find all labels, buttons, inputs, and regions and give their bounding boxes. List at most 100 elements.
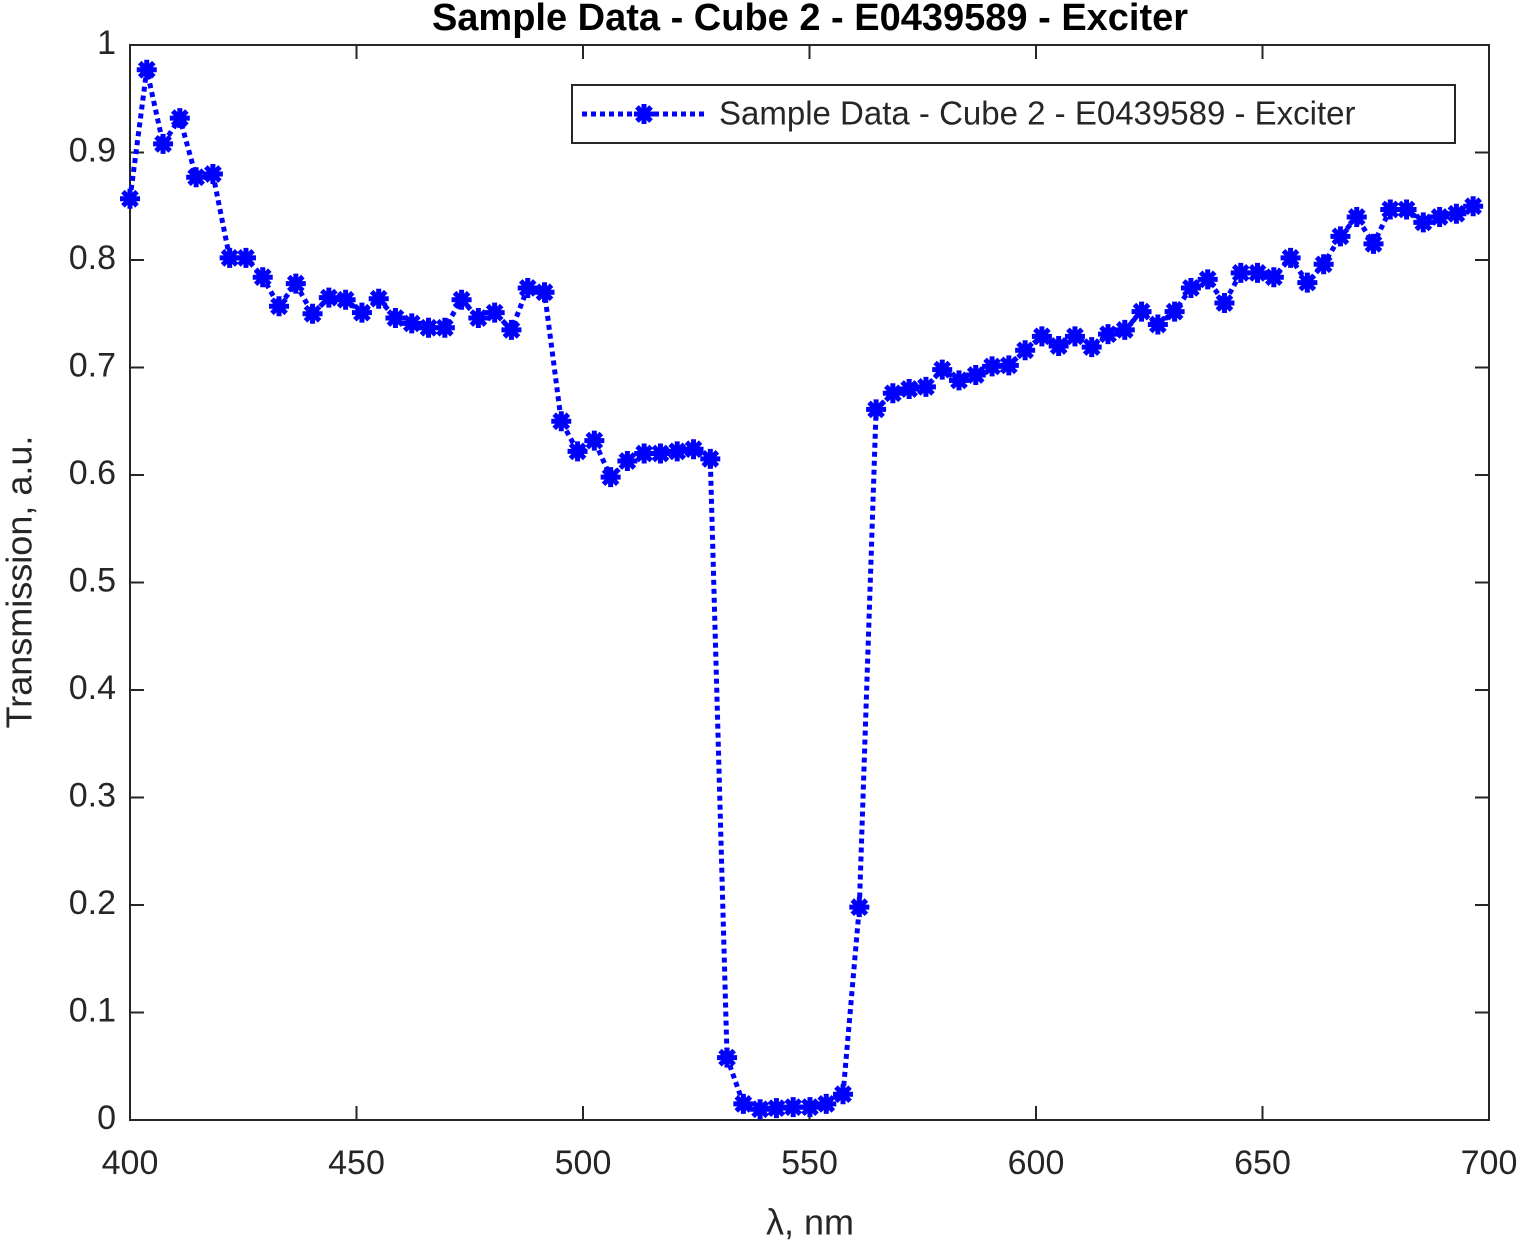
y-tick-label: 0 xyxy=(97,1099,116,1137)
data-marker xyxy=(799,1097,820,1118)
data-marker xyxy=(1380,199,1401,220)
data-marker xyxy=(484,302,505,323)
data-marker xyxy=(368,288,389,309)
x-tick-label: 550 xyxy=(781,1144,838,1182)
data-marker xyxy=(351,302,372,323)
x-axis-label: λ, nm xyxy=(766,1202,854,1243)
data-marker xyxy=(1180,277,1201,298)
y-tick-label: 0.3 xyxy=(69,776,116,814)
plot-area xyxy=(129,44,1490,1121)
y-tick-label: 0.8 xyxy=(69,239,116,277)
data-marker xyxy=(733,1093,754,1114)
data-marker xyxy=(1015,340,1036,361)
data-marker xyxy=(816,1093,837,1114)
data-marker xyxy=(385,308,406,329)
x-tick-label: 400 xyxy=(102,1144,159,1182)
x-tick-label: 450 xyxy=(328,1144,385,1182)
data-marker xyxy=(1098,324,1119,345)
data-marker xyxy=(617,451,638,472)
data-marker xyxy=(932,359,953,380)
legend-marker xyxy=(634,104,654,124)
data-marker xyxy=(1081,337,1102,358)
data-marker xyxy=(1131,301,1152,322)
y-axis-label: Transmission, a.u. xyxy=(0,436,40,729)
data-marker xyxy=(717,1047,738,1068)
data-marker xyxy=(567,441,588,462)
data-marker xyxy=(849,897,870,918)
data-marker xyxy=(1048,336,1069,356)
data-marker xyxy=(186,167,207,188)
data-marker xyxy=(1429,207,1450,227)
data-marker xyxy=(1313,254,1334,275)
data-marker xyxy=(1463,196,1484,217)
data-marker xyxy=(1197,269,1218,290)
y-tick-label: 0.1 xyxy=(69,991,116,1029)
data-marker xyxy=(285,273,306,294)
data-marker xyxy=(517,277,538,298)
data-marker xyxy=(136,59,157,80)
data-marker xyxy=(1280,247,1301,268)
data-marker xyxy=(882,383,903,404)
data-marker xyxy=(600,467,621,488)
data-marker xyxy=(1413,212,1434,233)
data-marker xyxy=(1263,267,1284,288)
data-marker xyxy=(120,188,140,209)
data-marker xyxy=(534,282,555,303)
data-marker xyxy=(1396,199,1417,220)
data-marker xyxy=(335,289,356,310)
x-tick-label: 700 xyxy=(1461,1144,1518,1182)
y-tick-label: 0.2 xyxy=(69,884,116,922)
data-marker xyxy=(1064,326,1085,347)
data-marker xyxy=(982,356,1003,377)
data-marker xyxy=(1363,233,1384,254)
data-marker xyxy=(269,296,290,317)
data-marker xyxy=(766,1098,787,1119)
data-marker xyxy=(418,317,439,338)
x-tick-label: 600 xyxy=(1008,1144,1065,1182)
data-marker xyxy=(1330,226,1351,247)
data-marker xyxy=(650,443,671,464)
data-marker xyxy=(634,443,655,464)
data-marker xyxy=(1114,319,1135,340)
y-tick-label: 0.6 xyxy=(69,454,116,492)
data-marker xyxy=(1247,262,1268,283)
chart-title: Sample Data - Cube 2 - E0439589 - Excite… xyxy=(432,0,1188,39)
data-marker xyxy=(700,448,721,469)
legend-box xyxy=(571,84,1456,144)
data-marker xyxy=(915,376,936,397)
data-marker xyxy=(318,287,339,308)
data-marker xyxy=(667,441,688,462)
data-marker xyxy=(1164,301,1185,322)
data-marker xyxy=(1214,293,1235,313)
data-marker xyxy=(219,247,240,268)
y-tick-label: 0.5 xyxy=(69,561,116,599)
data-marker xyxy=(153,133,174,154)
legend-label: Sample Data - Cube 2 - E0439589 - Excite… xyxy=(719,95,1356,132)
data-marker xyxy=(551,411,572,432)
data-marker xyxy=(501,319,522,340)
data-marker xyxy=(750,1099,771,1120)
x-tick-label: 500 xyxy=(555,1144,612,1182)
data-marker xyxy=(434,317,455,338)
data-marker xyxy=(1230,262,1251,283)
x-tick-label: 650 xyxy=(1234,1144,1291,1182)
data-marker xyxy=(1297,272,1318,293)
data-marker xyxy=(401,313,422,334)
data-marker xyxy=(451,289,472,310)
data-marker xyxy=(1446,203,1467,224)
data-marker xyxy=(783,1097,804,1118)
data-marker xyxy=(252,267,273,288)
data-marker xyxy=(302,303,323,324)
data-marker xyxy=(584,430,605,451)
data-marker xyxy=(169,108,190,129)
data-marker xyxy=(1346,207,1367,227)
data-marker xyxy=(965,365,986,386)
y-tick-label: 0.7 xyxy=(69,346,116,384)
data-marker xyxy=(866,399,887,420)
y-tick-label: 0.9 xyxy=(69,131,116,169)
data-marker xyxy=(998,355,1019,376)
data-marker xyxy=(1147,314,1168,335)
data-marker xyxy=(1031,326,1052,347)
data-marker xyxy=(899,379,920,399)
